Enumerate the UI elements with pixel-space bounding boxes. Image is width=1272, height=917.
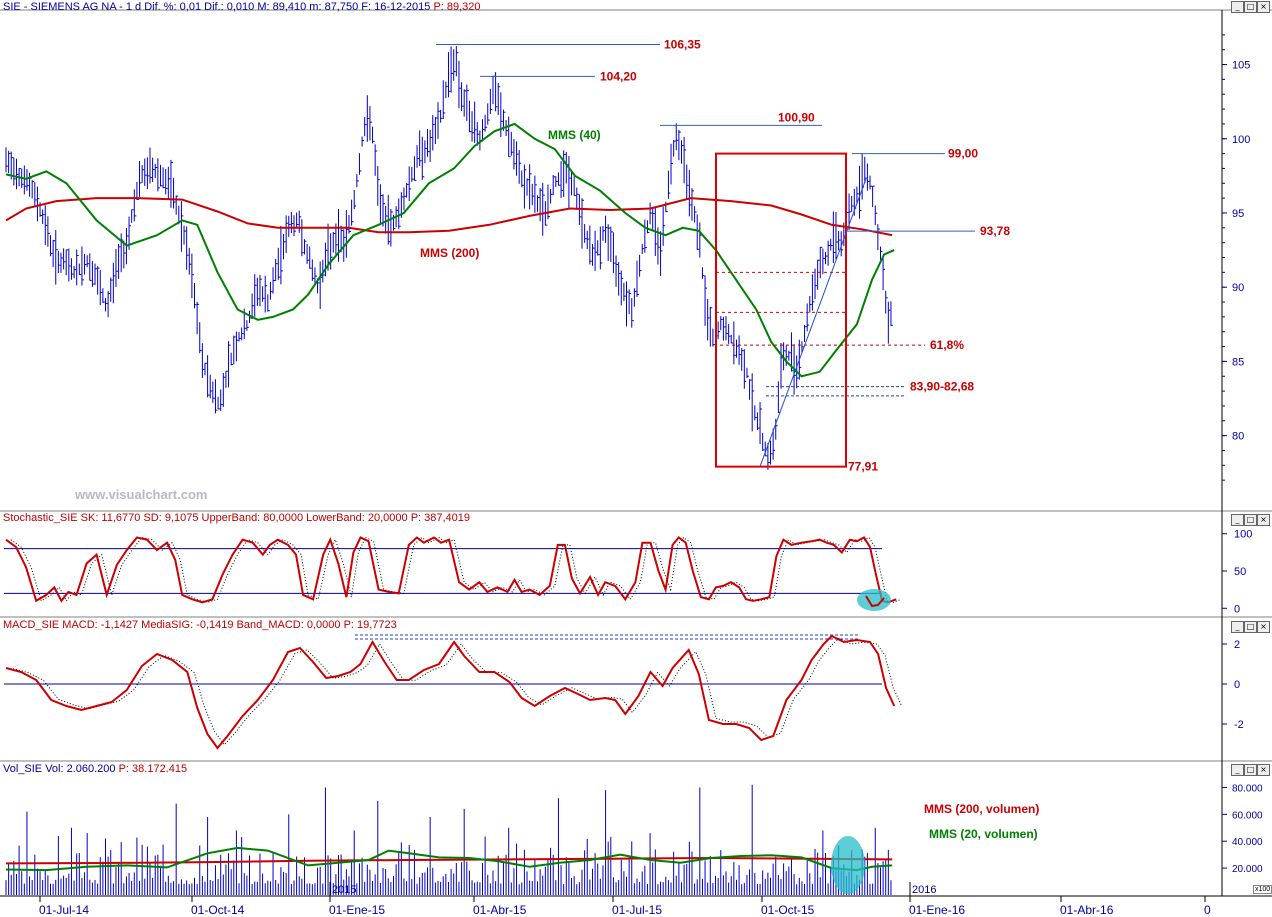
year-label: 2015 <box>332 884 356 896</box>
stochastic-panel: 0 50 100 <box>4 529 1252 615</box>
price-header-text: SIE - SIEMENS AG NA - 1 d Dif. %: 0,01 D… <box>3 1 434 13</box>
time-tick-label: 01-Ene-15 <box>329 903 385 917</box>
vol-legend-mms20: MMS (20, volumen) <box>929 827 1038 841</box>
price-tick-label: 100 <box>1232 134 1250 146</box>
stoch-sd-line <box>10 536 902 603</box>
macd-close-button[interactable]: × <box>1257 621 1270 633</box>
vol-close-button[interactable]: × <box>1257 764 1270 776</box>
vol-header-value: P: 38.172.415 <box>118 763 188 775</box>
annotation-label: 77,91 <box>848 460 878 474</box>
mms40-label: MMS (40) <box>548 128 601 142</box>
stoch-tick-label: 50 <box>1234 566 1246 578</box>
vol-mms20-line <box>5 846 893 872</box>
stoch-maximize-button[interactable]: □ <box>1244 514 1257 526</box>
vol-maximize-button[interactable]: □ <box>1244 764 1257 776</box>
stoch-minimize-button[interactable]: _ <box>1231 514 1244 526</box>
vol-tick-label: 60.000 <box>1232 810 1263 821</box>
price-tick-label: 90 <box>1232 282 1244 294</box>
stoch-tick-label: 100 <box>1234 529 1252 541</box>
vol-minimize-button[interactable]: _ <box>1231 764 1244 776</box>
price-header: SIE - SIEMENS AG NA - 1 d Dif. %: 0,01 D… <box>3 1 481 13</box>
macd-minimize-button[interactable]: _ <box>1231 621 1244 633</box>
volume-panel: 20.000 40.000 60.000 80.000 MMS (200, volume… <box>5 783 1263 895</box>
mms40-line <box>5 122 895 378</box>
time-tick-label: 01-Ene-16 <box>909 903 965 917</box>
macd-tick-label: 0 <box>1234 679 1240 691</box>
macd-tick-label: 2 <box>1234 639 1240 651</box>
stoch-header-text: Stochastic_SIE SK: 11,6770 SD: 9,1075 Up… <box>3 512 411 524</box>
macd-line <box>5 634 896 750</box>
time-tick-label: 0 <box>1204 903 1211 917</box>
time-tick-label: 01-Abr-15 <box>473 903 527 917</box>
vol-tick-label: 40.000 <box>1232 837 1263 848</box>
vol-header: Vol_SIE Vol: 2.060.200 P: 38.172.415 <box>3 763 187 775</box>
panel-background <box>0 10 1272 510</box>
time-tick-label: 01-Abr-16 <box>1060 903 1114 917</box>
price-header-value: P: 89,320 <box>433 1 481 13</box>
panel-background <box>0 617 1272 759</box>
price-tick-label: 105 <box>1232 60 1250 72</box>
time-axis: 01-Jul-14 01-Oct-14 01-Ene-15 01-Abr-15 01-J… <box>39 882 1211 917</box>
macd-header: MACD_SIE MACD: -1,1427 MediaSIG: -0,1419… <box>3 619 397 631</box>
annotation-label: 100,90 <box>778 110 815 124</box>
annotation-label: 93,78 <box>980 224 1010 238</box>
annotation-label: 61,8% <box>930 338 964 352</box>
watermark: www.visualchart.com <box>75 487 208 502</box>
price-tick-label: 85 <box>1232 356 1244 368</box>
vol-multiplier: x100 <box>1253 885 1272 894</box>
vol-tick-label: 80.000 <box>1232 783 1263 794</box>
vol-legend-mms200: MMS (200, volumen) <box>924 802 1039 816</box>
price-close-button[interactable]: × <box>1257 1 1270 13</box>
macd-panel: -2 0 2 <box>4 634 1244 750</box>
macd-maximize-button[interactable]: □ <box>1244 621 1257 633</box>
stoch-tick-label: 0 <box>1234 603 1240 615</box>
stoch-sk-end <box>865 595 885 608</box>
vol-header-text: Vol_SIE Vol: 2.060.200 <box>3 763 119 775</box>
time-tick-label: 01-Oct-14 <box>191 903 245 917</box>
stoch-header-value: P: 387,4019 <box>410 512 471 524</box>
year-label: 2016 <box>912 884 936 896</box>
macd-header-text: MACD_SIE MACD: -1,1427 MediaSIG: -0,1419… <box>3 619 344 631</box>
mms200-label: MMS (200) <box>420 246 479 260</box>
vol-mms200-line <box>5 856 893 865</box>
stoch-sk-line <box>5 536 897 604</box>
oversold-highlight <box>857 589 891 611</box>
time-tick-label: 01-Oct-15 <box>761 903 815 917</box>
price-maximize-button[interactable]: □ <box>1244 1 1257 13</box>
macd-header-value: P: 19,7723 <box>343 619 397 631</box>
annotation-label: 106,35 <box>664 37 701 51</box>
annotation-label: 104,20 <box>600 69 637 83</box>
volume-highlight <box>831 836 865 894</box>
annotation-label: 83,90-82,68 <box>910 380 974 394</box>
annotation-label: 99,00 <box>948 147 978 161</box>
stoch-header: Stochastic_SIE SK: 11,6770 SD: 9,1075 Up… <box>3 512 470 524</box>
vol-tick-label: 20.000 <box>1232 864 1263 875</box>
panel-background <box>0 511 1272 616</box>
price-panel: 80 85 90 95 100 105 MMS (40) MMS (200) 106,35 104… <box>5 34 1250 481</box>
panel-background <box>0 761 1272 896</box>
trend-line <box>759 178 867 467</box>
price-tick-label: 95 <box>1232 208 1244 220</box>
price-tick-label: 80 <box>1232 431 1244 443</box>
fibonacci-box <box>715 152 847 468</box>
time-tick-label: 01-Jul-15 <box>612 903 662 917</box>
macd-tick-label: -2 <box>1234 719 1244 731</box>
time-tick-label: 01-Jul-14 <box>39 903 89 917</box>
price-minimize-button[interactable]: _ <box>1231 1 1244 13</box>
mms200-line <box>5 197 893 237</box>
stoch-close-button[interactable]: × <box>1257 514 1270 526</box>
